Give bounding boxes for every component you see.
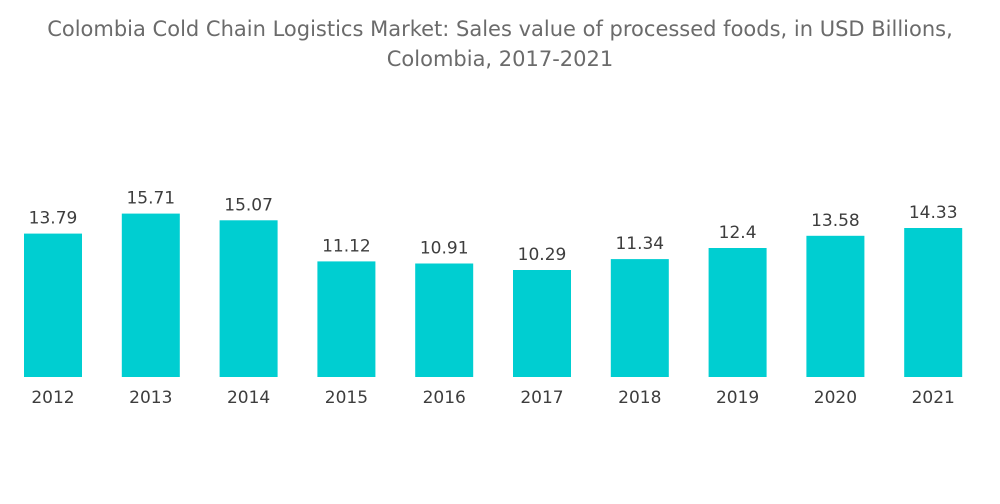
chart-title: Colombia Cold Chain Logistics Market: Sa… — [0, 14, 1000, 74]
bar-2019 — [708, 248, 767, 377]
bar-value-label-2021: 14.33 — [909, 203, 958, 223]
x-tick-label-2016: 2016 — [423, 388, 466, 408]
bar-value-label-2015: 11.12 — [322, 236, 371, 256]
x-tick-label-2015: 2015 — [325, 388, 368, 408]
x-tick-label-2012: 2012 — [31, 388, 74, 408]
bar-2014 — [219, 220, 278, 377]
bar-value-label-2013: 15.71 — [126, 189, 175, 209]
bar-2021 — [904, 228, 963, 377]
x-tick-label-2021: 2021 — [912, 388, 955, 408]
bar-2018 — [610, 259, 669, 377]
bar-2012 — [24, 233, 82, 377]
bar-2015 — [317, 261, 376, 377]
bars-group — [24, 213, 963, 377]
x-tick-label-2020: 2020 — [814, 388, 857, 408]
bar-labels-group: 13.79 15.71 15.07 11.12 10.91 10.29 11.34 12.4 1… — [29, 189, 958, 265]
x-tick-label-2018: 2018 — [618, 388, 661, 408]
x-tick-label-2013: 2013 — [129, 388, 172, 408]
x-axis-tick-labels: 2012 2013 2014 2015 2016 2017 2018 2019 2020 2021 — [31, 388, 954, 408]
bar-value-label-2020: 13.58 — [811, 211, 860, 231]
bar-2013 — [121, 213, 180, 377]
chart-title-line-2: Colombia, 2017-2021 — [386, 47, 614, 71]
x-tick-label-2014: 2014 — [227, 388, 270, 408]
bar-value-label-2012: 13.79 — [29, 209, 78, 229]
bar-value-label-2017: 10.29 — [518, 245, 567, 265]
bar-2016 — [415, 263, 474, 377]
x-tick-label-2017: 2017 — [520, 388, 563, 408]
x-tick-label-2019: 2019 — [716, 388, 759, 408]
bar-2020 — [806, 235, 865, 377]
bar-value-label-2018: 11.34 — [615, 234, 664, 254]
bar-value-label-2016: 10.91 — [420, 239, 469, 259]
bar-value-label-2014: 15.07 — [224, 195, 273, 215]
bar-value-label-2019: 12.4 — [719, 223, 757, 243]
bar-2017 — [513, 270, 571, 377]
chart-title-line-1: Colombia Cold Chain Logistics Market: Sa… — [47, 17, 953, 41]
